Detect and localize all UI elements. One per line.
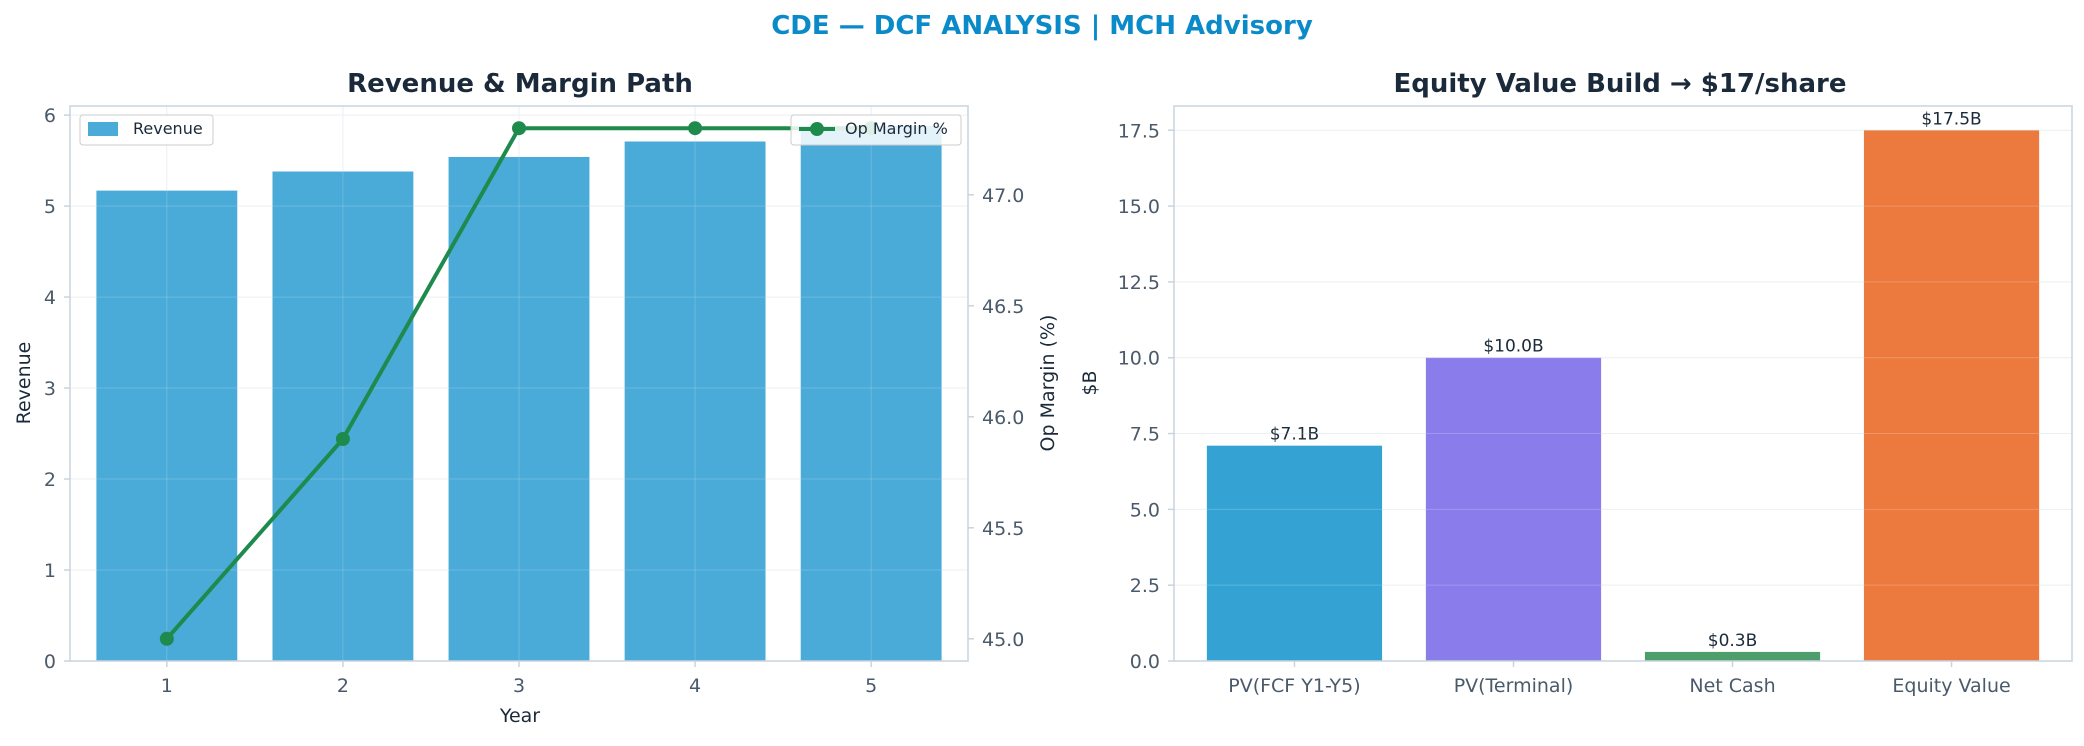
revenue-bar — [800, 126, 942, 661]
chart1-y-tick-label: 4 — [44, 287, 56, 309]
chart1-bars — [70, 106, 968, 662]
margin-legend-marker — [810, 122, 824, 136]
chart1-y2-tick-label: 46.5 — [982, 296, 1024, 318]
chart2-plot-frame — [1173, 105, 2073, 662]
chart1-x-tick-label: 4 — [689, 675, 701, 697]
chart1-x-tick-label: 5 — [865, 675, 877, 697]
op-margin-point — [688, 121, 703, 136]
chart1-y-tick-label: 1 — [44, 560, 56, 582]
chart2-x-tick-label: Net Cash — [1689, 675, 1775, 697]
chart2-y-ticks: 0.0 2.5 5.0 7.5 10.0 12.5 15.0 17.5 — [1118, 120, 1174, 673]
chart1-y2-tick-label: 47.0 — [982, 185, 1024, 207]
equity-build-data-label: $7.1B — [1270, 425, 1320, 445]
chart1-y-label: Revenue — [13, 342, 35, 425]
chart1-y2-tick-label: 45.5 — [982, 518, 1024, 540]
chart1-title: Revenue & Margin Path — [347, 69, 693, 99]
chart2-x-tick-label: Equity Value — [1892, 675, 2010, 697]
chart2-y-tick-label: 5.0 — [1130, 499, 1160, 521]
chart1-x-tick-label: 1 — [161, 675, 173, 697]
revenue-bar — [272, 171, 414, 662]
revenue-bar — [448, 156, 590, 662]
equity-value-chart: Equity Value Build → $17/share $7.1B $10.… — [1079, 69, 2073, 697]
chart2-y-tick-label: 17.5 — [1118, 120, 1160, 142]
chart1-y-tick-label: 2 — [44, 469, 56, 491]
chart1-x-tick-label: 3 — [513, 675, 525, 697]
chart1-y2-tick-label: 46.0 — [982, 407, 1024, 429]
chart1-y-tick-label: 5 — [44, 196, 56, 218]
chart1-y2-ticks: 45.0 45.5 46.0 46.5 47.0 — [968, 185, 1024, 651]
revenue-legend-label: Revenue — [133, 119, 203, 138]
chart2-y-label: $B — [1079, 370, 1101, 395]
equity-build-bar — [1644, 651, 1821, 661]
chart1-y-ticks: 0 1 2 3 4 5 6 — [44, 105, 70, 673]
equity-build-data-label: $0.3B — [1708, 631, 1758, 651]
chart1-y-tick-label: 0 — [44, 651, 56, 673]
chart1-legend-margin: Op Margin % — [790, 114, 962, 146]
chart2-bars: $7.1B $10.0B $0.3B $17.5B — [1174, 109, 2072, 662]
equity-build-data-label: $10.0B — [1483, 337, 1543, 357]
chart1-x-tick-label: 2 — [337, 675, 349, 697]
chart2-y-tick-label: 7.5 — [1130, 424, 1160, 446]
chart2-title: Equity Value Build → $17/share — [1394, 69, 1847, 99]
chart1-legend-revenue: Revenue — [79, 114, 214, 146]
chart2-y-tick-label: 15.0 — [1118, 196, 1160, 218]
chart2-y-tick-label: 12.5 — [1118, 272, 1160, 294]
chart1-y-tick-label: 6 — [44, 105, 56, 127]
revenue-margin-chart: Revenue & Margin Path 0 1 2 3 4 5 6 45.0 45.5 46… — [13, 69, 1059, 727]
chart1-y2-tick-label: 45.0 — [982, 629, 1024, 651]
chart2-x-tick-label: PV(FCF Y1-Y5) — [1228, 675, 1360, 697]
equity-build-data-label: $17.5B — [1921, 109, 1981, 129]
chart1-x-label: Year — [499, 705, 540, 727]
equity-build-bar — [1206, 445, 1383, 661]
chart2-y-tick-label: 0.0 — [1130, 651, 1160, 673]
op-margin-point — [159, 631, 174, 646]
equity-build-bar — [1425, 357, 1602, 661]
chart2-y-tick-label: 2.5 — [1130, 575, 1160, 597]
chart1-y-tick-label: 3 — [44, 378, 56, 400]
equity-build-bar — [1863, 130, 2040, 661]
revenue-legend-swatch — [88, 122, 118, 136]
revenue-bar — [624, 141, 766, 661]
margin-legend-label: Op Margin % — [845, 119, 948, 138]
chart2-x-tick-label: PV(Terminal) — [1454, 675, 1574, 697]
chart2-y-tick-label: 10.0 — [1118, 348, 1160, 370]
chart1-y2-label: Op Margin (%) — [1037, 315, 1059, 452]
chart2-x-ticks: PV(FCF Y1-Y5) PV(Terminal) Net Cash Equity … — [1228, 661, 2011, 697]
figure-suptitle: CDE — DCF ANALYSIS | MCH Advisory — [771, 11, 1313, 41]
op-margin-point — [335, 432, 350, 446]
chart1-x-ticks: 1 2 3 4 5 — [161, 661, 877, 697]
op-margin-point — [512, 121, 526, 136]
